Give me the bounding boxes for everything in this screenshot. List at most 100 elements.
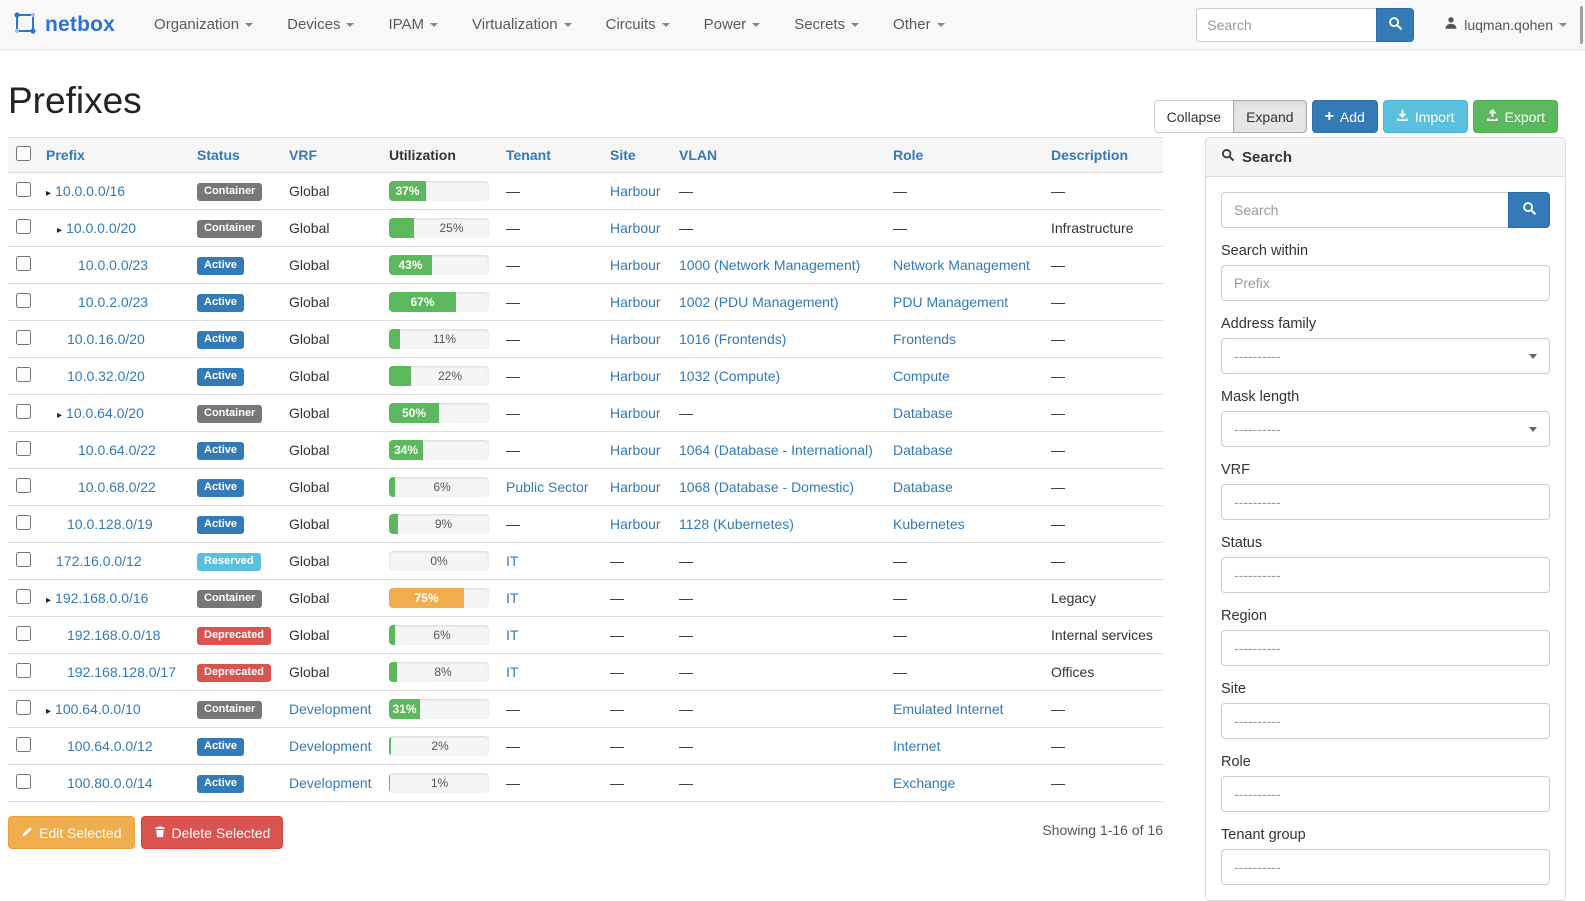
vrf-link[interactable]: Development <box>289 775 372 791</box>
tenant-link[interactable]: IT <box>506 664 519 680</box>
expand-caret-icon[interactable]: ▸ <box>57 225 63 236</box>
column-header-tenant[interactable]: Tenant <box>506 147 551 163</box>
row-checkbox[interactable] <box>16 700 31 715</box>
status-badge[interactable]: Active <box>197 331 245 349</box>
nav-menu-circuits[interactable]: Circuits <box>589 0 687 50</box>
row-checkbox[interactable] <box>16 441 31 456</box>
site-link[interactable]: Harbour <box>610 405 661 421</box>
filter-search-button[interactable] <box>1508 192 1550 228</box>
expand-caret-icon[interactable]: ▸ <box>46 595 52 606</box>
vlan-link[interactable]: 1068 (Database - Domestic) <box>679 479 855 495</box>
role-link[interactable]: Network Management <box>893 257 1030 273</box>
filter-select-site[interactable]: ---------- <box>1221 703 1550 739</box>
column-header-vrf[interactable]: VRF <box>289 147 317 163</box>
nav-menu-secrets[interactable]: Secrets <box>777 0 876 50</box>
prefix-link[interactable]: 10.0.64.0/22 <box>78 442 156 458</box>
status-badge[interactable]: Active <box>197 368 245 386</box>
role-link[interactable]: Emulated Internet <box>893 701 1004 717</box>
column-header-status[interactable]: Status <box>197 147 240 163</box>
row-checkbox[interactable] <box>16 404 31 419</box>
filter-search-input[interactable] <box>1221 192 1508 228</box>
nav-menu-devices[interactable]: Devices <box>270 0 371 50</box>
status-badge[interactable]: Active <box>197 442 245 460</box>
scrollbar[interactable] <box>1580 6 1583 44</box>
filter-input-search-within[interactable] <box>1221 265 1550 301</box>
role-link[interactable]: Frontends <box>893 331 957 347</box>
row-checkbox[interactable] <box>16 293 31 308</box>
prefix-link[interactable]: 192.168.0.0/18 <box>67 627 161 643</box>
filter-select-address-family[interactable]: ---------- <box>1221 338 1550 374</box>
filter-select-role[interactable]: ---------- <box>1221 776 1550 812</box>
row-checkbox[interactable] <box>16 367 31 382</box>
site-link[interactable]: Harbour <box>610 257 661 273</box>
prefix-link[interactable]: 100.64.0.0/10 <box>55 701 141 717</box>
prefix-link[interactable]: 10.0.16.0/20 <box>67 331 145 347</box>
expand-button[interactable]: Expand <box>1233 100 1307 133</box>
vlan-link[interactable]: 1002 (PDU Management) <box>679 294 839 310</box>
vrf-link[interactable]: Development <box>289 738 372 754</box>
role-link[interactable]: Internet <box>893 738 941 754</box>
role-link[interactable]: PDU Management <box>893 294 1009 310</box>
expand-caret-icon[interactable]: ▸ <box>57 410 63 421</box>
delete-selected-button[interactable]: Delete Selected <box>140 816 284 849</box>
status-badge[interactable]: Container <box>197 220 263 238</box>
prefix-link[interactable]: 100.80.0.0/14 <box>67 775 153 791</box>
vrf-link[interactable]: Development <box>289 701 372 717</box>
status-badge[interactable]: Deprecated <box>197 664 271 682</box>
role-link[interactable]: Kubernetes <box>893 516 965 532</box>
filter-select-status[interactable]: ---------- <box>1221 557 1550 593</box>
export-button[interactable]: Export <box>1472 100 1558 133</box>
status-badge[interactable]: Active <box>197 294 245 312</box>
vlan-link[interactable]: 1032 (Compute) <box>679 368 781 384</box>
status-badge[interactable]: Reserved <box>197 553 261 571</box>
site-link[interactable]: Harbour <box>610 331 661 347</box>
column-header-site[interactable]: Site <box>610 147 636 163</box>
nav-menu-ipam[interactable]: IPAM <box>371 0 455 50</box>
column-header-role[interactable]: Role <box>893 147 924 163</box>
filter-select-mask-length[interactable]: ---------- <box>1221 411 1550 447</box>
site-link[interactable]: Harbour <box>610 220 661 236</box>
status-badge[interactable]: Container <box>197 701 263 719</box>
prefix-link[interactable]: 172.16.0.0/12 <box>56 553 142 569</box>
prefix-link[interactable]: 100.64.0.0/12 <box>67 738 153 754</box>
vlan-link[interactable]: 1128 (Kubernetes) <box>679 516 794 532</box>
prefix-link[interactable]: 192.168.128.0/17 <box>67 664 176 680</box>
status-badge[interactable]: Active <box>197 479 245 497</box>
status-badge[interactable]: Active <box>197 516 245 534</box>
role-link[interactable]: Database <box>893 442 953 458</box>
import-button[interactable]: Import <box>1382 100 1468 133</box>
expand-caret-icon[interactable]: ▸ <box>46 188 52 199</box>
nav-menu-organization[interactable]: Organization <box>137 0 270 50</box>
prefix-link[interactable]: 10.0.32.0/20 <box>67 368 145 384</box>
status-badge[interactable]: Deprecated <box>197 627 271 645</box>
row-checkbox[interactable] <box>16 774 31 789</box>
vlan-link[interactable]: 1016 (Frontends) <box>679 331 787 347</box>
row-checkbox[interactable] <box>16 515 31 530</box>
navbar-search-input[interactable] <box>1196 7 1377 42</box>
filter-select-tenant-group[interactable]: ---------- <box>1221 849 1550 885</box>
prefix-link[interactable]: 192.168.0.0/16 <box>55 590 149 606</box>
netbox-logo[interactable]: netbox <box>12 10 115 39</box>
row-checkbox[interactable] <box>16 552 31 567</box>
prefix-link[interactable]: 10.0.0.0/20 <box>66 220 137 236</box>
row-checkbox[interactable] <box>16 663 31 678</box>
select-all-checkbox[interactable] <box>16 146 31 161</box>
role-link[interactable]: Compute <box>893 368 950 384</box>
prefix-link[interactable]: 10.0.128.0/19 <box>67 516 153 532</box>
site-link[interactable]: Harbour <box>610 479 661 495</box>
column-header-description[interactable]: Description <box>1051 147 1129 163</box>
role-link[interactable]: Database <box>893 405 953 421</box>
role-link[interactable]: Exchange <box>893 775 956 791</box>
site-link[interactable]: Harbour <box>610 516 661 532</box>
role-link[interactable]: Database <box>893 479 953 495</box>
status-badge[interactable]: Active <box>197 257 245 275</box>
edit-selected-button[interactable]: Edit Selected <box>8 816 135 849</box>
status-badge[interactable]: Active <box>197 738 245 756</box>
status-badge[interactable]: Container <box>197 183 263 201</box>
collapse-button[interactable]: Collapse <box>1153 100 1235 133</box>
nav-menu-other[interactable]: Other <box>876 0 962 50</box>
tenant-link[interactable]: Public Sector <box>506 479 589 495</box>
user-menu[interactable]: luqman.qohen <box>1444 16 1567 33</box>
add-button[interactable]: + Add <box>1311 100 1378 133</box>
tenant-link[interactable]: IT <box>506 627 519 643</box>
